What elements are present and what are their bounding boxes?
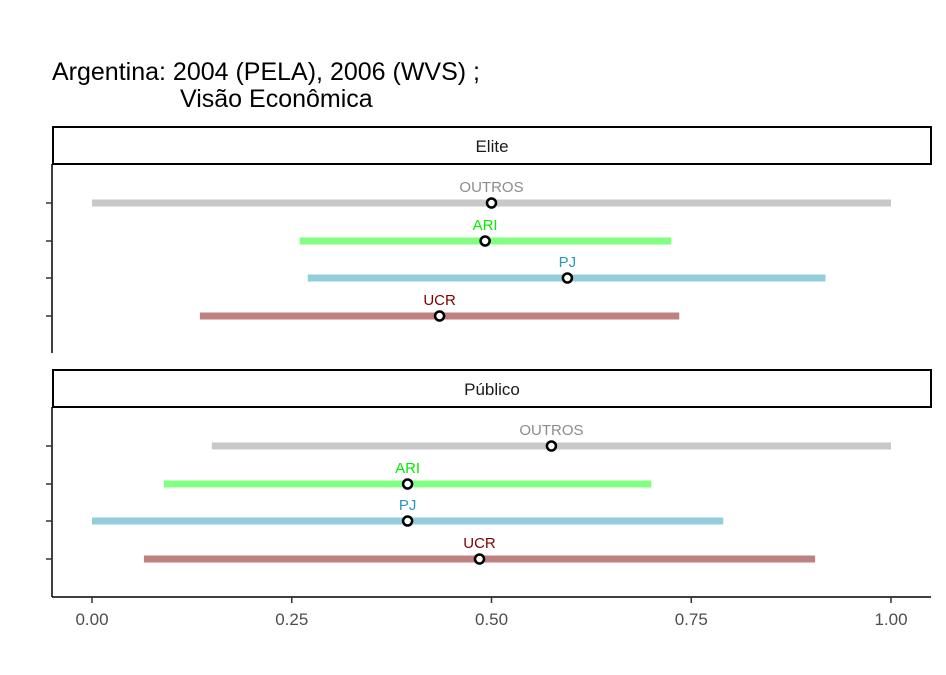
- party-label: ARI: [473, 217, 498, 234]
- x-tick-label: 0.00: [75, 610, 108, 629]
- interval-row-ucr: UCR: [46, 292, 680, 322]
- point-estimate: [545, 440, 558, 452]
- party-label: ARI: [395, 460, 420, 477]
- strip-box: [52, 369, 932, 408]
- interval-row-ari: ARI: [46, 460, 652, 490]
- strip-label: Elite: [475, 137, 508, 156]
- party-label: UCR: [463, 535, 496, 552]
- interval-row-pj: PJ: [46, 497, 724, 527]
- point-estimate: [401, 515, 414, 527]
- interval-row-outros: OUTROS: [46, 179, 891, 209]
- party-label: OUTROS: [459, 179, 523, 196]
- party-label: PJ: [399, 497, 417, 514]
- x-tick-label: 0.50: [475, 610, 508, 629]
- chart-title-line1: Argentina: 2004 (PELA), 2006 (WVS) ;: [52, 58, 480, 86]
- interval-row-ari: ARI: [46, 217, 672, 247]
- x-axis: 0.00 0.25 0.50 0.75 1.00: [52, 596, 931, 629]
- interval-row-pj: PJ: [46, 254, 826, 284]
- interval-row-ucr: UCR: [46, 535, 816, 565]
- interval-row-outros: OUTROS: [46, 422, 891, 452]
- panels: Elite OUTROS ARI PJ UCR Público OUTROS ARI PJ UCR: [46, 126, 932, 597]
- x-tick-label: 0.25: [275, 610, 308, 629]
- point-estimate: [479, 235, 491, 247]
- strip-box: [52, 126, 932, 165]
- strip-label: Público: [464, 380, 520, 399]
- point-estimate: [401, 478, 414, 490]
- panel-elite: Elite OUTROS ARI PJ UCR: [46, 126, 932, 353]
- party-label: PJ: [559, 254, 577, 271]
- point-estimate: [485, 197, 498, 209]
- point-estimate: [561, 272, 574, 284]
- party-label: OUTROS: [519, 422, 583, 439]
- point-estimate: [473, 553, 486, 565]
- chart-title-line2: Visão Econômica: [180, 85, 373, 113]
- x-tick-label: 0.75: [675, 610, 708, 629]
- point-estimate: [433, 310, 446, 322]
- party-label: UCR: [423, 292, 456, 309]
- panel-público: Público OUTROS ARI PJ UCR: [46, 369, 932, 597]
- x-tick-label: 1.00: [874, 610, 907, 629]
